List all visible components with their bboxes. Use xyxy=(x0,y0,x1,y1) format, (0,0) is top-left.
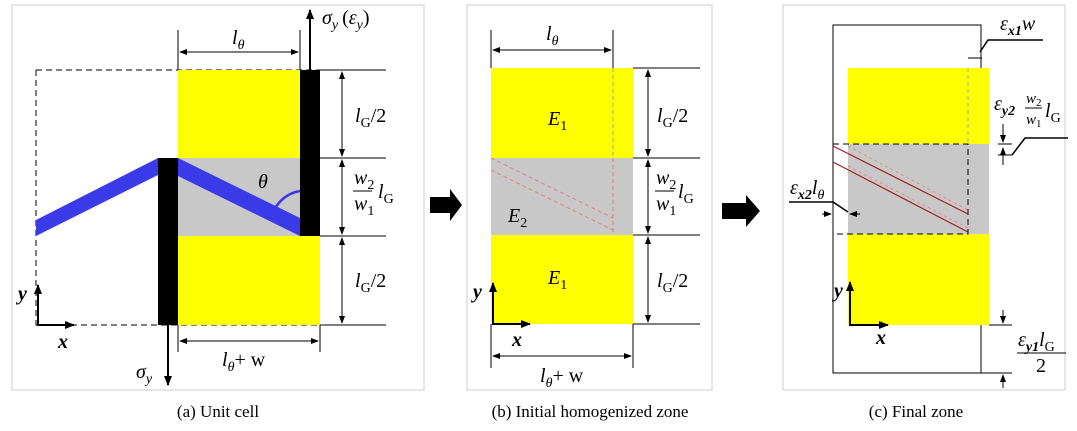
yellow-upper-region xyxy=(178,70,300,158)
yellow-upper-zone-b xyxy=(491,68,633,158)
svg-text:w1: w1 xyxy=(656,193,676,219)
eps-x2-leader xyxy=(789,201,849,213)
l-theta-label-a: lθ xyxy=(232,27,245,53)
svg-text:lG: lG xyxy=(378,181,394,207)
y-axis-label-a: y xyxy=(16,283,27,305)
blue-strut-left xyxy=(36,158,160,236)
x-axis-label-b: x xyxy=(511,329,522,351)
E1-top-label: E1 xyxy=(547,108,567,134)
svg-text:w1: w1 xyxy=(354,193,374,219)
E2-label: E2 xyxy=(507,205,527,231)
gray-zone-b xyxy=(491,158,633,235)
l-theta-w-label-b: lθ+ w xyxy=(540,365,584,391)
dashed-gray-boundary-c xyxy=(833,143,969,235)
svg-text:w2: w2 xyxy=(1026,91,1042,109)
yellow-lower-zone-b xyxy=(491,235,633,324)
w-ratio-label-b: w2 w1 lG xyxy=(655,167,694,219)
lg-half-bot-a: lG/2 xyxy=(355,270,386,296)
svg-text:w2: w2 xyxy=(354,167,374,193)
flow-arrow-2 xyxy=(722,195,760,227)
eps-x2-label: εx2lθ xyxy=(790,177,824,203)
svg-text:lG: lG xyxy=(678,181,694,207)
yellow-lower-c xyxy=(848,234,989,325)
lg-half-bot-b: lG/2 xyxy=(657,270,688,296)
eps-y2-leader xyxy=(1011,137,1068,156)
caption-a: (a) Unit cell xyxy=(177,402,259,421)
l-theta-label-b: lθ xyxy=(546,23,559,49)
E1-bottom-label: E1 xyxy=(547,267,567,293)
lg-half-top-b: lG/2 xyxy=(657,105,688,131)
flow-arrow-1 xyxy=(430,189,462,221)
svg-text:εy2: εy2 xyxy=(994,93,1015,119)
black-wall-right xyxy=(300,70,320,236)
theta-label: θ xyxy=(258,171,268,193)
yellow-lower-region xyxy=(178,236,320,325)
x-axis-label-a: x xyxy=(57,331,68,353)
faint-struts-b xyxy=(490,157,614,235)
svg-text:w2: w2 xyxy=(656,167,676,193)
panel-c: εx1w εy2 w2 w1 lG εx2lθ εy1lG 2 xyxy=(782,4,1068,421)
yellow-upper-c xyxy=(848,68,989,144)
caption-b: (b) Initial homogenized zone xyxy=(492,402,689,421)
caption-c: (c) Final zone xyxy=(869,402,963,421)
eps-y1-label: εy1lG 2 xyxy=(1017,329,1066,377)
y-axis-label-c: y xyxy=(832,280,843,302)
y-axis-label-b: y xyxy=(471,281,482,303)
svg-text:w1: w1 xyxy=(1026,112,1042,130)
lg-half-top-a: lG/2 xyxy=(355,105,386,131)
l-theta-w-label-a: lθ+ w xyxy=(222,349,266,375)
svg-text:lG: lG xyxy=(1045,100,1061,126)
sigma-y-label-bottom: σy xyxy=(136,361,153,387)
w-ratio-label-a: w2 w1 lG xyxy=(353,167,394,219)
faint-struts-c xyxy=(847,145,969,229)
blue-strut-right xyxy=(178,158,300,236)
panel-b: E1 E2 E1 lθ lG/2 w2 w1 lG lG/2 lθ+ w y xyxy=(466,4,713,421)
eps-y2-label: εy2 w2 w1 lG xyxy=(994,91,1061,130)
x-axis-label-c: x xyxy=(875,327,886,349)
black-wall-left xyxy=(158,158,178,325)
theta-arc xyxy=(269,189,301,221)
eps-x1-w-label: εx1w xyxy=(1000,13,1036,39)
svg-text:2: 2 xyxy=(1036,355,1046,377)
eps-x1-leader xyxy=(979,39,1043,53)
panel-a: θ lθ σy (εy) lG/2 w2 w1 lG lG/2 lθ+ w xyxy=(11,4,425,421)
svg-text:εy1lG: εy1lG xyxy=(1018,329,1055,355)
red-struts-c xyxy=(832,145,969,233)
sigma-y-eps-label: σy (εy) xyxy=(322,7,370,33)
